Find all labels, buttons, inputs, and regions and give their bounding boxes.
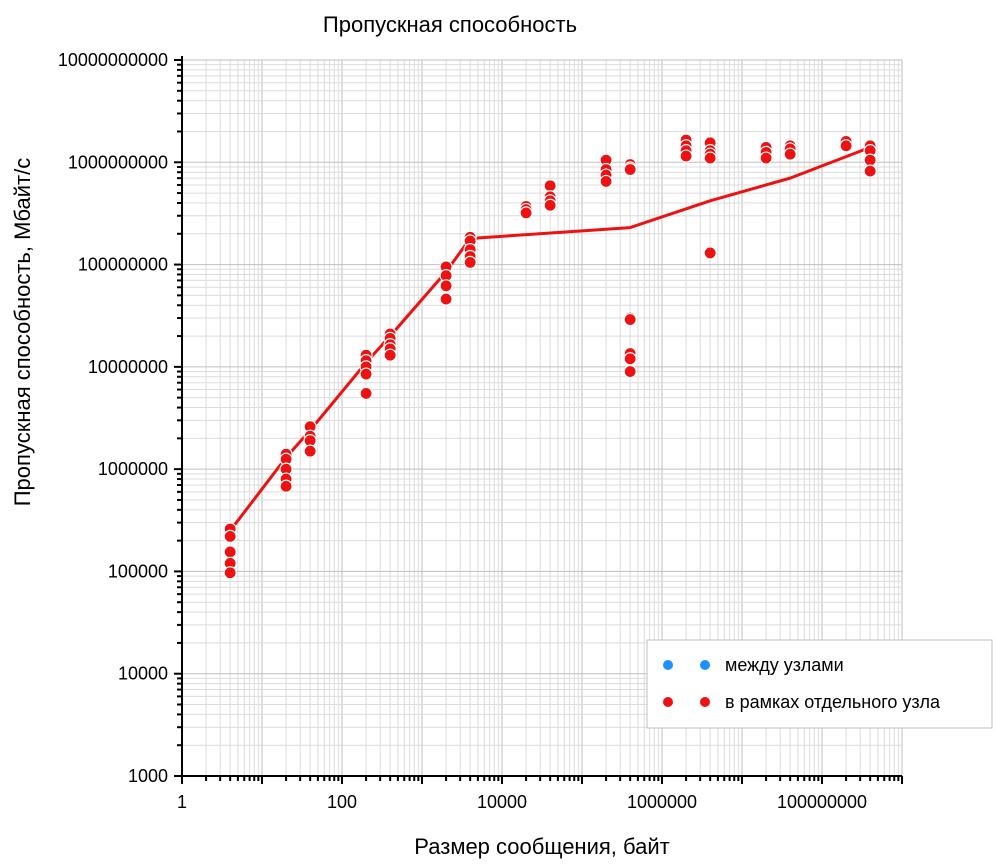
scatter-point-intra [223, 566, 237, 580]
scatter-point-intra [383, 348, 397, 362]
scatter-point-intra [359, 386, 373, 401]
x-tick-label: 1 [177, 792, 187, 812]
scatter-point-intra [223, 529, 237, 544]
scatter-point-intra [543, 179, 557, 193]
x-axis-label: Размер сообщения, байт [414, 834, 669, 859]
scatter-point-intra [623, 312, 637, 327]
scatter-point-intra [439, 279, 453, 293]
data-points [223, 133, 877, 580]
scatter-point-intra [703, 246, 717, 260]
scatter-point-intra [463, 255, 477, 270]
scatter-point-intra [439, 292, 453, 306]
scatter-point-intra [783, 147, 797, 161]
scatter-point-intra [623, 352, 637, 366]
scatter-point-intra [599, 174, 613, 189]
y-axis-label: Пропускная способность, Мбайт/с [10, 158, 35, 507]
grid [181, 59, 903, 777]
y-tick-label: 10000000 [88, 357, 168, 377]
chart-title: Пропускная способность [323, 12, 577, 37]
y-tick-label: 100000000 [78, 255, 168, 275]
scatter-point-intra [543, 198, 557, 212]
x-tick-label: 100 [327, 792, 357, 812]
y-tick-label: 1000000 [98, 459, 168, 479]
scatter-point-intra [863, 153, 877, 167]
scatter-point-intra [679, 149, 693, 163]
y-tick-label: 10000000000 [58, 50, 168, 70]
legend-marker-inter-2 [700, 660, 710, 670]
scatter-point-intra [703, 151, 717, 165]
y-tick-label: 1000000000 [68, 152, 168, 172]
legend-label-intra: в рамках отдельного узла [725, 692, 941, 712]
scatter-point-intra [623, 162, 637, 177]
y-tick-label: 100000 [108, 561, 168, 581]
scatter-point-intra [863, 164, 877, 178]
y-tick-label: 1000 [128, 766, 168, 786]
legend-marker-intra [663, 697, 673, 707]
legend-box [646, 639, 993, 729]
legend-label-inter: между узлами [725, 655, 844, 675]
scatter-point-intra [839, 139, 853, 153]
legend: между узлами в рамках отдельного узла [646, 639, 993, 729]
scatter-point-intra [303, 444, 317, 458]
y-tick-label: 10000 [118, 664, 168, 684]
legend-marker-inter [663, 660, 673, 670]
x-tick-label: 10000 [477, 792, 527, 812]
axes: 1 100 10000 1000000 100000000 1000 10000 100000… [58, 50, 903, 812]
scatter-point-intra [279, 479, 293, 493]
x-tick-label: 1000000 [627, 792, 697, 812]
x-tick-label: 100000000 [777, 792, 867, 812]
scatter-point-intra [223, 545, 237, 559]
legend-marker-intra-2 [700, 697, 710, 707]
scatter-point-intra [359, 367, 373, 381]
scatter-point-intra [623, 364, 637, 379]
scatter-point-intra [759, 151, 773, 165]
scatter-point-intra [519, 206, 533, 220]
